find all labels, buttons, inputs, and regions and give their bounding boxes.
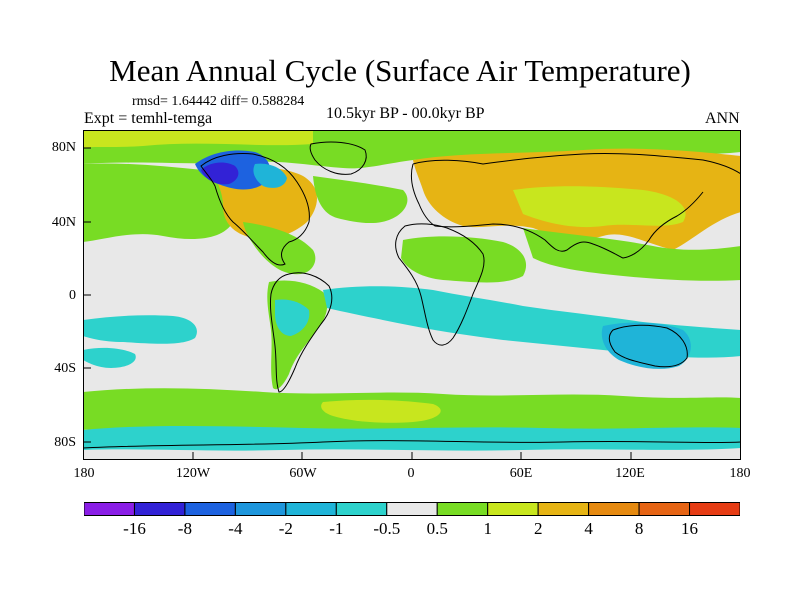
canada-cool	[253, 163, 287, 188]
lon-label-60e: 60E	[509, 466, 533, 481]
pacific-cool-band	[83, 315, 197, 344]
coast-australia	[608, 324, 688, 368]
colorbar-box-6	[386, 502, 438, 516]
southern-ocean-warmer	[321, 399, 441, 423]
lon-label-180e: 180	[729, 466, 751, 481]
coast-africa	[395, 223, 485, 346]
colorbar-label: -4	[228, 519, 243, 538]
colorbar-box-0	[84, 502, 135, 516]
africa-warm	[401, 236, 527, 283]
north-pacific-warm	[83, 163, 237, 242]
colorbar-box-4	[285, 502, 337, 516]
coast-north-america	[200, 153, 310, 266]
colorbar-box-9	[537, 502, 590, 516]
south-america-cool	[275, 299, 310, 336]
coast-eurasia	[410, 152, 741, 259]
lon-label-120w: 120W	[175, 466, 211, 481]
season-label: ANN	[705, 110, 740, 127]
colorbar-box-1	[133, 502, 186, 516]
colorbar-box-12	[689, 502, 740, 516]
coast-south-america	[270, 272, 333, 393]
lon-label-180w: 180	[73, 466, 95, 481]
colorbar-box-7	[436, 502, 489, 516]
colorbar-label: 4	[584, 519, 593, 538]
temperature-map	[83, 130, 741, 460]
colorbar-label: 2	[533, 519, 543, 538]
arctic-warm-patch	[83, 130, 313, 148]
coastlines	[83, 141, 741, 449]
colorbar-label: -0.5	[373, 519, 401, 538]
coast-greenland	[309, 141, 367, 175]
colorbar-label: -2	[278, 519, 293, 538]
colorbar-label: 0.5	[426, 519, 448, 538]
colorbar-label: 1	[483, 519, 492, 538]
map-title: Mean Annual Cycle (Surface Air Temperatu…	[109, 53, 691, 88]
lat-label-40n: 40N	[51, 215, 76, 230]
experiment-label: Expt = temhl-temga	[84, 110, 213, 127]
atlantic-warm-band	[313, 176, 408, 224]
lat-label-80n: 80N	[51, 140, 76, 155]
colorbar-box-11	[638, 502, 691, 516]
colorbar-box-3	[234, 502, 287, 516]
lat-label-80s: 80S	[54, 435, 76, 450]
coast-antarctica	[83, 440, 741, 449]
colorbar-label: -1	[329, 519, 344, 538]
map-ticks	[83, 147, 632, 460]
lat-label-40s: 40S	[54, 361, 76, 376]
colorbar-label: -8	[177, 519, 192, 538]
stats-line: rmsd= 1.64442 diff= 0.588284	[132, 94, 305, 109]
colorbar-box-8	[487, 502, 539, 516]
north-america-green	[243, 222, 316, 275]
colorbar	[84, 502, 740, 516]
lon-label-0: 0	[407, 466, 415, 481]
colorbar-label: 8	[634, 519, 644, 538]
eurasia-warmer	[513, 186, 686, 228]
colorbar-box-2	[184, 502, 236, 516]
south-asia-warm	[523, 228, 741, 281]
lat-label-0: 0	[69, 288, 76, 303]
antarctica-cool	[83, 426, 741, 451]
period-label: 10.5kyr BP - 00.0kyr BP	[326, 105, 485, 122]
lon-label-120e: 120E	[615, 466, 645, 481]
colorbar-box-5	[335, 502, 388, 516]
colorbar-label: -16	[123, 519, 146, 538]
colorbar-box-10	[588, 502, 640, 516]
lon-label-60w: 60W	[289, 466, 317, 481]
colorbar-label: 16	[681, 519, 698, 538]
pacific-cool-patch	[83, 347, 136, 368]
